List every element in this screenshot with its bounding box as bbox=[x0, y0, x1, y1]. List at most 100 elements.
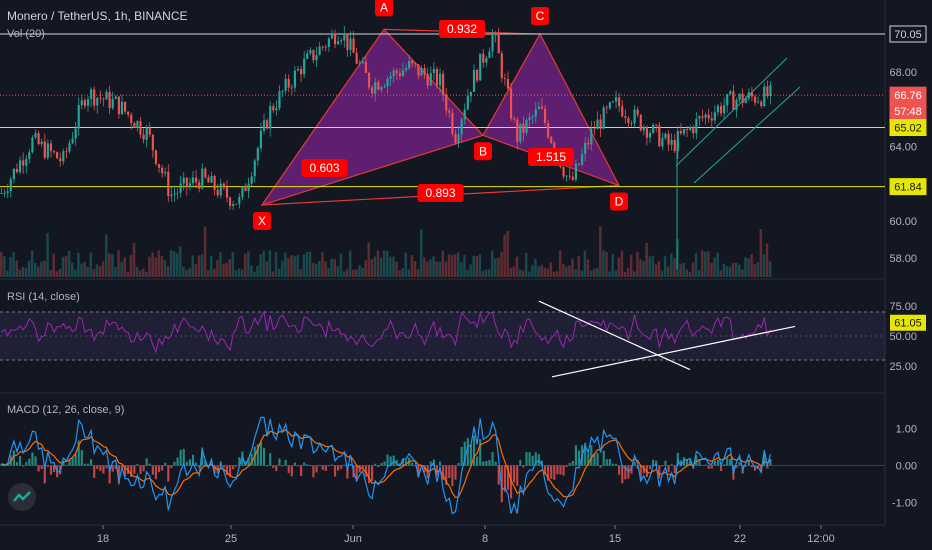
candle-body bbox=[90, 89, 93, 100]
volume-bar bbox=[524, 252, 528, 277]
volume-bar bbox=[376, 250, 380, 277]
macd-histogram-bar bbox=[68, 460, 71, 466]
volume-bar bbox=[182, 266, 185, 277]
volume-bar bbox=[373, 256, 377, 277]
candle-body bbox=[729, 91, 732, 95]
level-65-axis-label: 65.02 bbox=[894, 123, 922, 135]
candle-body bbox=[581, 153, 584, 165]
macd-histogram-bar bbox=[605, 459, 608, 466]
volume-bar bbox=[580, 270, 584, 277]
candle-body bbox=[614, 97, 618, 102]
macd-histogram-bar bbox=[117, 465, 120, 485]
volume-bar bbox=[151, 252, 154, 277]
volume-bar bbox=[586, 259, 590, 277]
candle-body bbox=[735, 100, 738, 110]
volume-bar bbox=[466, 270, 469, 277]
candle-body bbox=[587, 143, 590, 145]
candle-body bbox=[142, 134, 145, 140]
macd-histogram-bar bbox=[167, 465, 170, 482]
macd-histogram-bar bbox=[614, 463, 618, 466]
candle-body bbox=[34, 133, 37, 138]
candle-body bbox=[127, 111, 130, 115]
macd-histogram-bar bbox=[543, 465, 547, 475]
candle-body bbox=[232, 204, 235, 206]
candle-body bbox=[599, 119, 602, 129]
volume-bar bbox=[12, 251, 15, 277]
macd-histogram-bar bbox=[608, 459, 611, 466]
macd-histogram-bar bbox=[241, 451, 244, 466]
candle-body bbox=[568, 175, 571, 177]
volume-bar bbox=[673, 258, 676, 277]
macd-histogram-bar bbox=[259, 441, 263, 466]
macd-histogram-bar bbox=[769, 458, 772, 466]
candle-body bbox=[543, 108, 547, 123]
candle-body bbox=[645, 127, 649, 138]
volume-bar bbox=[290, 254, 293, 277]
volume-bar bbox=[432, 256, 435, 277]
candle-body bbox=[633, 109, 636, 124]
volume-bar bbox=[77, 252, 80, 277]
time-tick-label: 8 bbox=[482, 533, 488, 545]
volume-bar bbox=[281, 260, 284, 277]
volume-bar bbox=[620, 250, 624, 277]
macd-histogram-bar bbox=[213, 465, 216, 474]
macd-indicator-label: MACD (12, 26, close, 9) bbox=[7, 404, 125, 416]
volume-bar bbox=[685, 269, 689, 277]
volume-bar bbox=[413, 261, 417, 277]
macd-histogram-bar bbox=[411, 462, 414, 466]
time-tick-label: 15 bbox=[609, 533, 621, 545]
macd-histogram-bar bbox=[364, 465, 368, 477]
macd-histogram-bar bbox=[22, 465, 25, 467]
rsi-line bbox=[1, 310, 771, 354]
candle-body bbox=[296, 69, 300, 71]
macd-histogram-bar bbox=[262, 447, 266, 466]
volume-bar bbox=[37, 266, 40, 277]
volume-bar bbox=[660, 270, 664, 277]
macd-histogram-bar bbox=[534, 452, 537, 466]
candle-body bbox=[315, 55, 318, 61]
volume-bar bbox=[404, 252, 408, 277]
volume-bar bbox=[629, 254, 633, 277]
rsi-current-label: 61.05 bbox=[894, 318, 922, 330]
macd-histogram-bar bbox=[648, 465, 652, 469]
macd-histogram-bar bbox=[151, 465, 154, 475]
candle-body bbox=[346, 33, 349, 50]
macd-histogram-bar bbox=[472, 435, 476, 466]
volume-bar bbox=[663, 256, 667, 277]
volume-bar bbox=[537, 266, 540, 277]
candle-body bbox=[445, 94, 448, 111]
candle-body bbox=[367, 72, 371, 88]
macd-histogram-bar bbox=[278, 458, 281, 466]
pattern-xab-triangle bbox=[260, 28, 485, 207]
macd-histogram-bar bbox=[232, 465, 235, 470]
volume-bar bbox=[441, 250, 445, 277]
macd-histogram-bar bbox=[312, 465, 315, 478]
candle-body bbox=[40, 141, 43, 145]
volume-bar bbox=[710, 262, 713, 277]
candle-body bbox=[176, 192, 179, 194]
candle-body bbox=[111, 98, 114, 109]
macd-histogram-bar bbox=[435, 465, 439, 476]
candle-body bbox=[105, 91, 108, 100]
volume-bar bbox=[688, 271, 692, 277]
candle-body bbox=[293, 70, 296, 88]
candle-body bbox=[244, 186, 247, 192]
volume-bar bbox=[243, 253, 247, 277]
macd-histogram-bar bbox=[485, 461, 488, 466]
candle-body bbox=[269, 106, 272, 129]
level-61-axis-label-box bbox=[889, 178, 927, 196]
volume-bar bbox=[284, 252, 287, 277]
level-65-axis-label-box bbox=[889, 119, 927, 137]
volume-bar bbox=[339, 253, 343, 277]
candle-body bbox=[494, 33, 497, 36]
volume-bar bbox=[287, 258, 290, 277]
volume-bar bbox=[169, 250, 173, 277]
macd-histogram-bar bbox=[519, 459, 522, 466]
macd-histogram-bar bbox=[114, 465, 117, 469]
candle-body bbox=[750, 92, 754, 97]
macd-histogram-bar bbox=[37, 465, 40, 472]
macd-histogram-bar bbox=[31, 452, 34, 466]
candle-body bbox=[9, 179, 12, 192]
volume-bar bbox=[429, 259, 432, 277]
